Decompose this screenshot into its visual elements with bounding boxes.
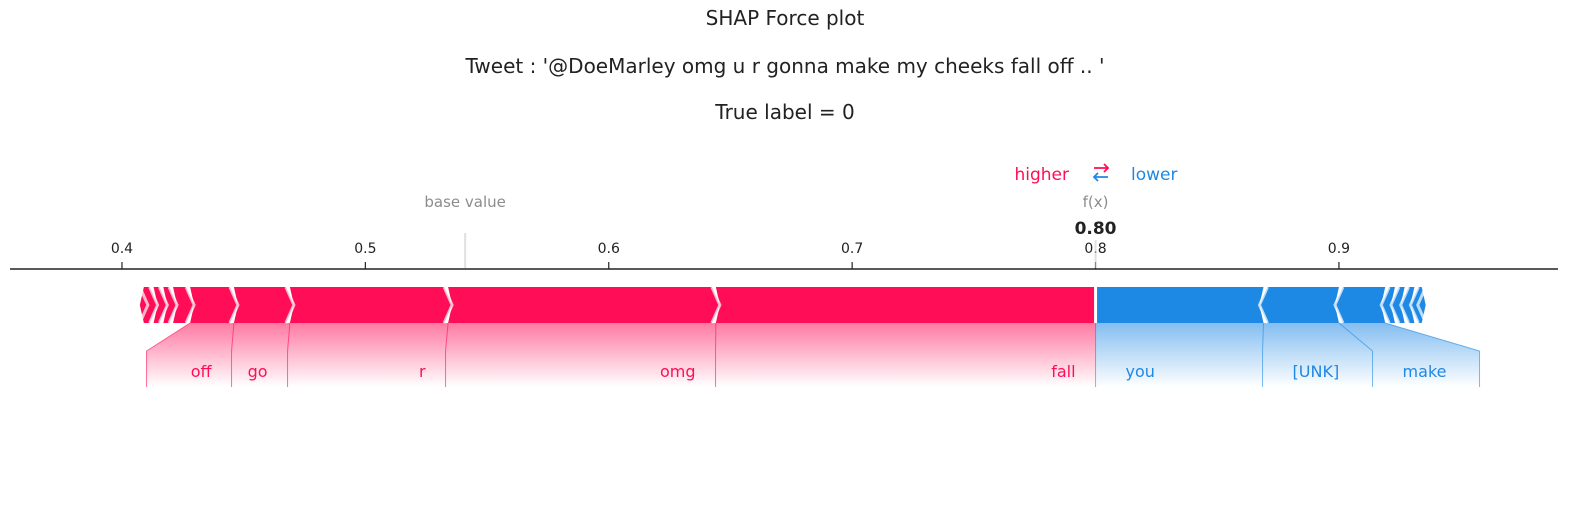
tweet-text: Tweet : '@DoeMarley omg u r gonna make m… bbox=[465, 54, 1105, 78]
positive-bar-segment bbox=[715, 287, 1096, 323]
positive-label-shade bbox=[445, 323, 716, 387]
positive-label-shade bbox=[715, 323, 1096, 387]
positive-feature-label: r bbox=[419, 362, 426, 381]
legend-arrows-icon bbox=[1092, 163, 1110, 182]
negative-chevron bbox=[1333, 286, 1345, 324]
legend-higher: higher bbox=[1014, 165, 1069, 185]
positive-label-shade bbox=[146, 323, 234, 387]
positive-label-connector bbox=[146, 322, 191, 352]
positive-feature-label: omg bbox=[660, 362, 696, 381]
positive-feature-label: fall bbox=[1051, 362, 1075, 381]
positive-feature-label: off bbox=[191, 362, 213, 381]
positive-chevron bbox=[157, 286, 169, 324]
negative-bar-segment bbox=[1390, 287, 1405, 323]
x-tick-label: 0.7 bbox=[841, 241, 863, 257]
positive-chevron bbox=[167, 286, 179, 324]
force-bars bbox=[138, 286, 1428, 324]
positive-bar-segment bbox=[163, 287, 178, 323]
positive-bar-segment bbox=[289, 287, 453, 323]
negative-bar-segment bbox=[1334, 287, 1386, 323]
positive-label-shade bbox=[231, 323, 290, 387]
positive-bar-segment bbox=[190, 287, 238, 323]
positive-bar-segment bbox=[448, 287, 720, 323]
feature-label-shades bbox=[146, 322, 1481, 387]
negative-feature-label: make bbox=[1403, 362, 1447, 381]
negative-chevron bbox=[1379, 286, 1391, 324]
negative-label-shade bbox=[1262, 323, 1373, 387]
positive-chevron bbox=[228, 286, 240, 324]
fx-value: 0.80 bbox=[1075, 219, 1117, 239]
negative-label-shade bbox=[1095, 323, 1264, 387]
x-tick-label: 0.6 bbox=[598, 241, 620, 257]
fx-label: f(x) bbox=[1083, 193, 1109, 211]
negative-bar-segment bbox=[1259, 287, 1339, 323]
x-tick-label: 0.5 bbox=[354, 241, 376, 257]
negative-bar-segment bbox=[1381, 287, 1395, 323]
negative-chevron bbox=[1408, 286, 1420, 324]
x-tick-label: 0.9 bbox=[1328, 241, 1350, 257]
positive-chevron bbox=[442, 286, 454, 324]
reference-markers: base value f(x) 0.80 bbox=[424, 193, 1117, 268]
negative-feature-label: [UNK] bbox=[1293, 362, 1340, 381]
chart-title: SHAP Force plot bbox=[705, 6, 865, 30]
negative-chevron bbox=[1389, 286, 1401, 324]
positive-bar-segment bbox=[153, 287, 168, 323]
true-label: True label = 0 bbox=[715, 100, 855, 124]
positive-label-shade bbox=[287, 323, 449, 387]
negative-bar-segment bbox=[1400, 287, 1415, 323]
negative-bar-segment bbox=[1095, 287, 1264, 323]
positive-chevron bbox=[184, 286, 196, 324]
positive-bar-segment bbox=[233, 287, 294, 323]
negative-label-shade bbox=[1338, 323, 1480, 387]
base-value-label: base value bbox=[424, 193, 506, 211]
negative-chevron bbox=[1257, 286, 1269, 324]
feature-labels: fall omg r go off you [UNK] make bbox=[191, 362, 1447, 381]
positive-chevron bbox=[148, 286, 160, 324]
x-axis: 0.40.50.60.70.80.9 bbox=[10, 241, 1558, 270]
negative-chevron bbox=[1416, 286, 1428, 324]
negative-feature-label: you bbox=[1126, 362, 1155, 381]
positive-feature-label: go bbox=[248, 362, 268, 381]
negative-label-connector bbox=[1385, 322, 1480, 352]
positive-chevron bbox=[710, 286, 722, 324]
positive-chevron bbox=[284, 286, 296, 324]
positive-chevron bbox=[138, 286, 150, 324]
legend-lower: lower bbox=[1131, 165, 1177, 185]
x-tick-label: 0.4 bbox=[111, 241, 133, 257]
negative-chevron bbox=[1399, 286, 1411, 324]
